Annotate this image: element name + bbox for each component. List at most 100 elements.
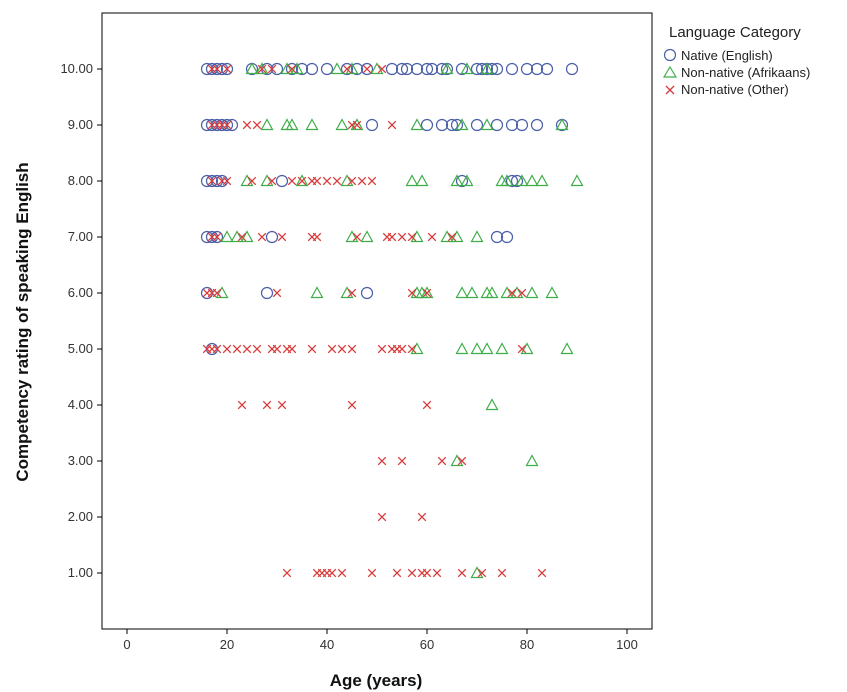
data-point-x: [272, 344, 282, 354]
data-point-triangle: [460, 62, 474, 75]
data-point-x: [342, 64, 352, 74]
data-point-x: [267, 176, 277, 186]
data-point-x: [447, 232, 457, 242]
data-point-x: [387, 232, 397, 242]
data-point-triangle: [510, 286, 524, 299]
data-point-circle: [530, 62, 544, 76]
data-point-circle: [275, 174, 289, 188]
data-point-x: [407, 288, 417, 298]
data-point-x: [457, 456, 467, 466]
data-point-triangle: [500, 286, 514, 299]
data-point-circle: [450, 118, 464, 132]
data-point-circle: [395, 62, 409, 76]
data-point-circle: [410, 62, 424, 76]
data-point-triangle: [560, 342, 574, 355]
data-point-triangle: [310, 286, 324, 299]
data-point-triangle: [470, 230, 484, 243]
data-point-circle: [540, 62, 554, 76]
data-point-triangle: [370, 62, 384, 75]
legend-item-non-native-afrikaans: Non-native (Afrikaans): [662, 65, 810, 80]
data-point-triangle: [480, 62, 494, 75]
data-point-triangle: [340, 286, 354, 299]
data-point-triangle: [495, 342, 509, 355]
data-point-x: [367, 568, 377, 578]
data-point-x: [232, 344, 242, 354]
data-point-circle: [445, 118, 459, 132]
data-point-x: [262, 400, 272, 410]
data-point-x: [352, 120, 362, 130]
data-point-triangle: [255, 62, 269, 75]
data-point-circle: [265, 230, 279, 244]
data-point-x: [257, 64, 267, 74]
data-point-x: [347, 344, 357, 354]
data-point-x: [377, 512, 387, 522]
data-point-triangle: [230, 230, 244, 243]
y-tick-label: 8.00: [68, 173, 93, 188]
data-point-triangle: [460, 174, 474, 187]
data-point-circle: [490, 118, 504, 132]
data-point-circle: [470, 62, 484, 76]
data-point-triangle: [215, 286, 229, 299]
data-point-triangle: [410, 118, 424, 131]
data-point-x: [277, 400, 287, 410]
data-point-x: [517, 288, 527, 298]
data-point-circle: [400, 62, 414, 76]
data-point-circle: [555, 118, 569, 132]
data-point-x: [357, 176, 367, 186]
data-point-x: [407, 568, 417, 578]
data-point-x: [337, 568, 347, 578]
data-point-circle: [350, 62, 364, 76]
data-point-triangle: [525, 454, 539, 467]
data-point-x: [277, 232, 287, 242]
y-tick-label: 7.00: [68, 229, 93, 244]
data-point-x: [362, 64, 372, 74]
data-point-x: [407, 232, 417, 242]
data-point-circle: [435, 62, 449, 76]
data-point-x: [242, 344, 252, 354]
y-tick-label: 4.00: [68, 397, 93, 412]
data-point-triangle: [440, 230, 454, 243]
y-tick-label: 2.00: [68, 509, 93, 524]
data-point-triangle: [340, 174, 354, 187]
data-point-x: [407, 344, 417, 354]
data-point-x: [212, 344, 222, 354]
data-point-x: [222, 344, 232, 354]
data-point-x: [212, 288, 222, 298]
data-point-x: [422, 400, 432, 410]
data-point-triangle: [295, 174, 309, 187]
data-point-triangle: [260, 118, 274, 131]
x-tick-label: 0: [123, 637, 130, 652]
data-point-x: [247, 176, 257, 186]
data-point-triangle: [290, 62, 304, 75]
data-point-triangle: [410, 342, 424, 355]
data-point-x: [422, 288, 432, 298]
plot-frame: [101, 12, 653, 630]
data-point-circle: [425, 62, 439, 76]
data-point-x: [347, 400, 357, 410]
legend: Language Category Native (English) Non-n…: [662, 24, 810, 97]
data-point-circle: [285, 62, 299, 76]
legend-item-non-native-other: Non-native (Other): [665, 82, 789, 97]
data-point-x: [242, 120, 252, 130]
y-tick-label: 6.00: [68, 285, 93, 300]
data-point-triangle: [240, 230, 254, 243]
data-point-triangle: [305, 118, 319, 131]
data-point-triangle: [405, 174, 419, 187]
data-point-x: [422, 568, 432, 578]
data-point-circle: [500, 230, 514, 244]
data-point-circle: [490, 230, 504, 244]
data-point-triangle: [440, 62, 454, 75]
data-point-circle: [305, 62, 319, 76]
data-point-triangle: [555, 118, 569, 131]
data-point-x: [352, 232, 362, 242]
data-point-x: [282, 568, 292, 578]
data-point-triangle: [515, 174, 529, 187]
data-point-triangle: [245, 62, 259, 75]
data-point-triangle: [480, 342, 494, 355]
data-point-circle: [245, 62, 259, 76]
y-axis: 1.00 2.00 3.00 4.00 5.00 6.00 7.00 8.00 9.00 10.0…: [60, 61, 102, 580]
data-point-x: [347, 176, 357, 186]
data-point-triangle: [535, 174, 549, 187]
data-point-triangle: [455, 286, 469, 299]
